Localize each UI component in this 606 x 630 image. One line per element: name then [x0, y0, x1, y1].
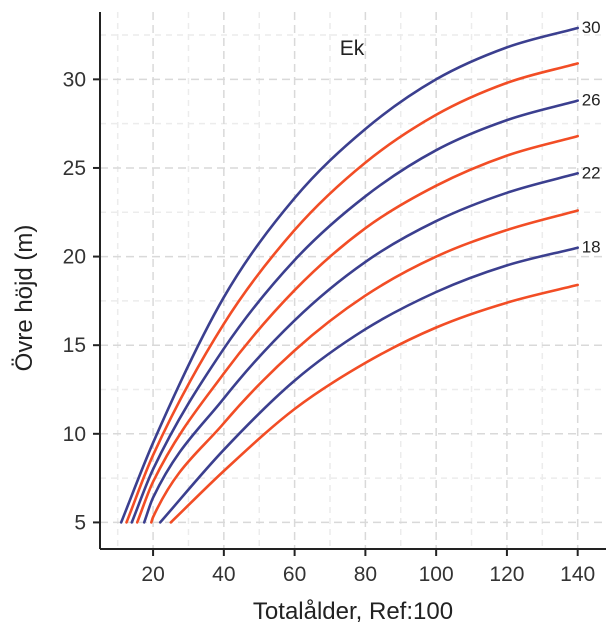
grid: [100, 12, 606, 549]
curve-7: [158, 246, 579, 524]
x-tick-label: 20: [141, 563, 164, 586]
x-axis-title: Totalålder, Ref:100: [253, 598, 453, 625]
curve-label-30: 30: [582, 18, 601, 37]
y-tick-label: 5: [74, 511, 86, 534]
curve-label-26: 26: [582, 91, 601, 110]
curve-3: [130, 99, 579, 524]
axes: [93, 12, 606, 556]
x-tick-label: 80: [354, 563, 377, 586]
x-tick-label: 120: [489, 563, 524, 586]
curve-label-18: 18: [582, 238, 601, 257]
x-tick-label: 100: [419, 563, 454, 586]
chart-title: Ek: [340, 37, 365, 60]
curve-2: [125, 62, 579, 524]
y-tick-label: 25: [63, 157, 86, 180]
labels: 30 26 22 18 20 40 60 80 100 120 140 5 10 15 20 25 30: [63, 18, 601, 586]
y-tick-label: 20: [63, 246, 86, 269]
x-tick-label: 60: [283, 563, 306, 586]
curve-6: [150, 209, 579, 524]
curves: [119, 26, 579, 524]
curve-label-22: 22: [582, 163, 601, 182]
y-tick-label: 15: [63, 334, 86, 357]
y-tick-label: 30: [63, 68, 86, 91]
x-tick-label: 140: [560, 563, 595, 586]
x-tick-label: 40: [212, 563, 235, 586]
y-tick-label: 10: [63, 423, 86, 446]
curve-8: [169, 283, 579, 524]
y-axis-title: Övre höjd (m): [11, 225, 38, 372]
curve-1: [119, 26, 579, 524]
curve-4: [135, 134, 579, 524]
curve-5: [142, 172, 579, 524]
